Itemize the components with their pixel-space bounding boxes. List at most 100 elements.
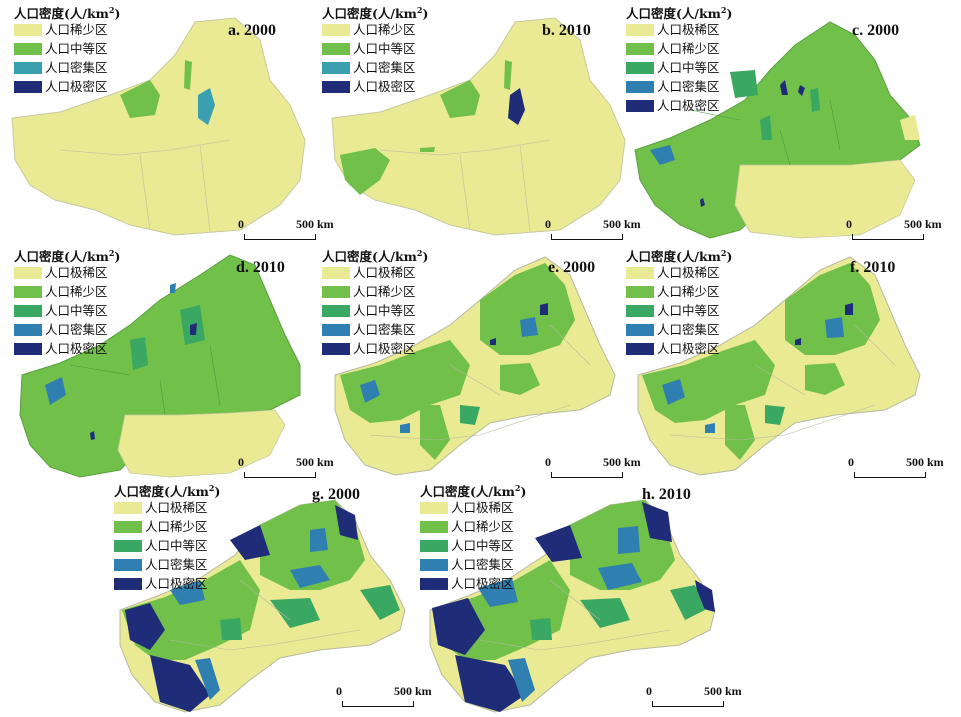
legend-swatch — [114, 502, 142, 515]
legend-swatch — [14, 305, 42, 318]
legend-item: 人口中等区 — [322, 40, 428, 59]
legend-title: 人口密度(人/km2) — [322, 5, 429, 22]
legend-item: 人口稀少区 — [14, 283, 120, 302]
legend-swatch — [420, 559, 448, 572]
legend-swatch — [14, 81, 42, 94]
map-panel-e — [334, 256, 616, 476]
panel-label-d: d. 2010 — [236, 259, 285, 276]
legend-swatch — [626, 24, 654, 37]
scale-bar-a: 0 500 km — [238, 217, 334, 241]
legend-item: 人口极稀区 — [14, 264, 120, 283]
legend-swatch — [626, 62, 654, 75]
legend-item: 人口密集区 — [420, 556, 526, 575]
legend-swatch — [626, 100, 654, 113]
legend-swatch — [14, 343, 42, 356]
legend-item: 人口极密区 — [626, 340, 732, 359]
legend-swatch — [626, 324, 654, 337]
legend-item: 人口极稀区 — [626, 21, 732, 40]
panel-label-f: f. 2010 — [850, 259, 896, 276]
legend-swatch — [322, 286, 350, 299]
legend-item: 人口中等区 — [14, 302, 120, 321]
legend-item: 人口极密区 — [14, 340, 120, 359]
legend-item: 人口稀少区 — [114, 518, 220, 537]
legend-item: 人口极密区 — [114, 575, 220, 594]
legend-swatch — [420, 578, 448, 591]
map-panel-h — [429, 499, 716, 713]
legend-swatch — [14, 267, 42, 280]
legend-item: 人口稀少区 — [626, 40, 732, 59]
legend-item: 人口稀少区 — [14, 21, 120, 40]
scale-bar-g: 0 500 km — [336, 684, 436, 708]
map-panel-d — [19, 254, 301, 478]
legend-title: 人口密度(人/km2) — [114, 483, 221, 500]
panel-e: 人口密度(人/km2) 人口极稀区 人口稀少区 人口中等区 人口密集区 人口极密… — [320, 245, 641, 480]
legend-swatch — [626, 305, 654, 318]
legend-panel-a: 人口密度(人/km2) 人口稀少区 人口中等区 人口密集区 人口极密区 — [14, 6, 120, 97]
panel-g: 人口密度(人/km2) 人口极稀区 人口稀少区 人口中等区 人口密集区 人口极密… — [110, 480, 432, 717]
legend-item: 人口中等区 — [626, 302, 732, 321]
scale-bar-h: 0 500 km — [646, 684, 742, 708]
legend-item: 人口密集区 — [626, 321, 732, 340]
legend-item: 人口中等区 — [14, 40, 120, 59]
panel-label-b: b. 2010 — [542, 22, 591, 39]
legend-item: 人口极密区 — [322, 78, 428, 97]
legend-swatch — [322, 43, 350, 56]
map-panel-b — [331, 17, 626, 236]
legend-panel-h: 人口密度(人/km2) 人口极稀区 人口稀少区 人口中等区 人口密集区 人口极密… — [420, 484, 526, 594]
legend-swatch — [626, 286, 654, 299]
scale-bar-c: 0 500 km — [846, 217, 956, 241]
legend-swatch — [322, 267, 350, 280]
legend-item: 人口极稀区 — [114, 499, 220, 518]
legend-panel-c: 人口密度(人/km2) 人口极稀区 人口稀少区 人口中等区 人口密集区 人口极密… — [626, 6, 732, 116]
legend-item: 人口稀少区 — [322, 283, 428, 302]
legend-swatch — [14, 324, 42, 337]
panel-f: 人口密度(人/km2) 人口极稀区 人口稀少区 人口中等区 人口密集区 人口极密… — [626, 245, 961, 480]
legend-swatch — [114, 521, 142, 534]
legend-swatch — [420, 502, 448, 515]
legend-swatch — [322, 24, 350, 37]
legend-item: 人口密集区 — [626, 78, 732, 97]
legend-title: 人口密度(人/km2) — [420, 483, 527, 500]
legend-swatch — [626, 343, 654, 356]
map-panel-f — [637, 256, 921, 476]
legend-item: 人口极稀区 — [322, 264, 428, 283]
legend-item: 人口中等区 — [626, 59, 732, 78]
map-panel-c — [634, 21, 921, 239]
legend-item: 人口中等区 — [114, 537, 220, 556]
panel-label-c: c. 2000 — [852, 22, 900, 39]
legend-swatch — [322, 62, 350, 75]
legend-item: 人口极密区 — [14, 78, 120, 97]
legend-item: 人口中等区 — [322, 302, 428, 321]
scale-bar-d: 0 500 km — [238, 455, 334, 479]
legend-swatch — [626, 43, 654, 56]
legend-swatch — [322, 324, 350, 337]
panel-h: 人口密度(人/km2) 人口极稀区 人口稀少区 人口中等区 人口密集区 人口极密… — [420, 480, 742, 717]
legend-item: 人口密集区 — [114, 556, 220, 575]
legend-swatch — [322, 343, 350, 356]
legend-item: 人口稀少区 — [626, 283, 732, 302]
map-panel-g — [119, 499, 406, 713]
panel-label-a: a. 2000 — [228, 22, 276, 39]
legend-swatch — [114, 578, 142, 591]
legend-swatch — [420, 540, 448, 553]
legend-swatch — [420, 521, 448, 534]
scale-bar-f: 0 500 km — [848, 455, 958, 479]
legend-swatch — [322, 305, 350, 318]
panel-label-e: e. 2000 — [548, 259, 596, 276]
legend-swatch — [626, 81, 654, 94]
legend-panel-b: 人口密度(人/km2) 人口稀少区 人口中等区 人口密集区 人口极密区 — [322, 6, 428, 97]
map-panel-a — [11, 17, 306, 236]
legend-item: 人口极密区 — [322, 340, 428, 359]
panel-c: 人口密度(人/km2) 人口极稀区 人口稀少区 人口中等区 人口密集区 人口极密… — [626, 0, 961, 241]
legend-panel-f: 人口密度(人/km2) 人口极稀区 人口稀少区 人口中等区 人口密集区 人口极密… — [626, 249, 732, 359]
scale-bar-b: 0 500 km — [545, 217, 641, 241]
legend-item: 人口密集区 — [322, 59, 428, 78]
legend-title: 人口密度(人/km2) — [626, 5, 733, 22]
legend-swatch — [626, 267, 654, 280]
legend-title: 人口密度(人/km2) — [14, 5, 121, 22]
legend-title: 人口密度(人/km2) — [626, 248, 733, 265]
panel-b: 人口密度(人/km2) 人口稀少区 人口中等区 人口密集区 人口极密区 b. 2… — [320, 0, 641, 240]
legend-swatch — [14, 62, 42, 75]
legend-item: 人口极密区 — [626, 97, 732, 116]
panel-d: 人口密度(人/km2) 人口极稀区 人口稀少区 人口中等区 人口密集区 人口极密… — [0, 245, 334, 480]
